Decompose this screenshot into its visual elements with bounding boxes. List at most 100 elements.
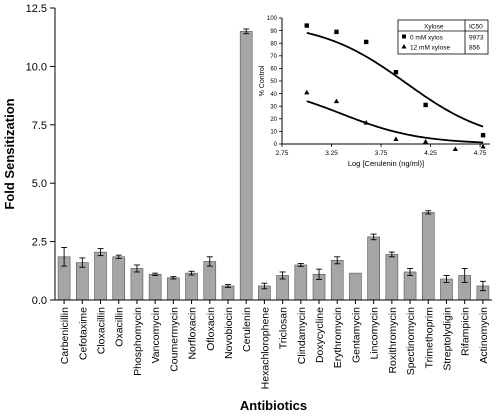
inset-y-tick-label: 30 <box>270 104 277 110</box>
category-label: Lincomycin <box>369 307 381 360</box>
y-tick-label: 5.0 <box>32 178 47 190</box>
bar <box>203 261 217 301</box>
bar <box>294 264 308 301</box>
square-marker-icon <box>402 34 406 39</box>
main-bar-chart: 0.0 2.5 5.0 7.5 10.0 12.5 Carbenicillin Cefota… <box>2 3 492 413</box>
y-tick-label: 10.0 <box>26 61 47 73</box>
inset-y-tick-label: 20 <box>270 117 277 123</box>
category-label: Novobiocin <box>223 307 235 359</box>
inset-x-tick-label: 3.25 <box>325 150 338 157</box>
bar <box>76 262 89 301</box>
triangle-point <box>304 89 310 95</box>
category-label: Actinomycin <box>478 307 490 364</box>
legend-header: Xylose <box>424 24 444 31</box>
category-label: Cefotaxime <box>77 307 89 360</box>
category-label: Triclosan <box>278 307 290 349</box>
fit-curves-group <box>306 32 484 144</box>
inset-y-tick-label: 90 <box>270 29 277 35</box>
inset-x-tick-label: 4.25 <box>424 150 437 157</box>
square-point <box>423 102 428 108</box>
inset-y-tick-label: 70 <box>270 54 277 60</box>
bar <box>148 274 162 301</box>
inset-y-tick-label: 0 <box>274 142 278 148</box>
square-point <box>334 29 339 35</box>
inset-y-tick-label: 40 <box>270 92 277 98</box>
bar <box>221 285 235 301</box>
y-tick-label: 7.5 <box>32 120 47 132</box>
inset-legend: Xylose IC50 0 mM xylos 9973 12 mM xylose… <box>397 19 489 55</box>
square-point <box>363 39 369 45</box>
bar <box>94 251 107 301</box>
triangle-point <box>393 136 399 141</box>
triangle-point <box>333 98 340 104</box>
inset-y-tick-label: 50 <box>270 79 277 85</box>
inset-y-ticks-group: 0 10 20 30 40 50 60 70 80 90 100 <box>267 16 282 148</box>
legend-entry-label: 12 mM xylose <box>410 45 450 52</box>
inset-y-axis-title: % Control <box>259 65 266 96</box>
category-label: Gentamycin <box>350 307 362 363</box>
category-label: Carbenicillin <box>59 307 71 364</box>
fit-curve-0mM <box>306 32 484 128</box>
category-label: Hexachlorophene <box>259 307 271 389</box>
error-bars-group <box>61 28 486 292</box>
category-label: Streptolydigin <box>441 307 453 371</box>
inset-x-axis-title: Log [Cerulenin (ng/ml)] <box>348 159 424 168</box>
bar <box>130 268 144 301</box>
data-points-group <box>304 23 486 152</box>
bar <box>349 272 362 301</box>
bar <box>367 236 380 301</box>
legend-header-ic50: IC50 <box>469 24 483 31</box>
legend-box <box>397 19 489 55</box>
category-label: Clindamycin <box>296 307 308 364</box>
inset-y-tick-label: 100 <box>267 16 278 22</box>
category-label: Doxycycline <box>314 307 326 363</box>
bar <box>167 277 180 301</box>
category-label: Ofloxacin <box>205 307 217 351</box>
category-label: Norfloxacin <box>187 307 199 360</box>
category-label: Cerulenin <box>241 307 253 352</box>
bar <box>112 256 126 301</box>
square-point <box>304 23 309 28</box>
inset-x-tick-label: 3.75 <box>375 150 388 157</box>
category-label: Coumermycin <box>168 307 180 372</box>
triangle-point <box>423 138 429 144</box>
bar <box>239 31 253 301</box>
category-label: Erythromycin <box>332 307 344 368</box>
legend-entry-12mM: 12 mM xylose 856 <box>401 44 480 52</box>
bar <box>403 271 417 301</box>
category-label: Spectinomycin <box>405 307 417 375</box>
bar <box>385 254 399 301</box>
inset-y-tick-label: 80 <box>270 41 277 47</box>
y-tick-label: 12.5 <box>26 3 47 15</box>
x-axis-title: Antibiotics <box>240 398 307 413</box>
legend-entry-0mM: 0 mM xylos 9973 <box>402 34 484 42</box>
inset-x-tick-label: 4.75 <box>474 150 487 157</box>
bar <box>330 259 344 301</box>
fit-curve-12mM <box>306 100 484 144</box>
triangle-point <box>452 146 458 152</box>
triangle-point <box>480 143 486 149</box>
inset-x-tick-label: 2.75 <box>276 150 289 157</box>
y-axis-title: Fold Sensitization <box>2 98 17 209</box>
triangle-point <box>363 119 369 125</box>
inset-x-ticks-group: 2.75 3.25 3.75 4.25 4.75 <box>276 144 487 157</box>
bar <box>185 272 198 301</box>
category-label: Vancomycin <box>150 307 162 364</box>
square-point <box>480 132 486 138</box>
y-tick-label: 2.5 <box>32 237 47 249</box>
bars-group <box>57 31 490 301</box>
inset-line-chart: 0 10 20 30 40 50 60 70 80 90 100 2.75 3.25 3.75 4.25 4… <box>255 10 495 180</box>
category-label: Cloxacillin <box>96 307 108 354</box>
triangle-marker-icon <box>401 44 407 49</box>
legend-entry-value: 856 <box>469 45 480 52</box>
category-label: Oxacillin <box>114 307 126 347</box>
y-tick-label: 0.0 <box>32 295 47 307</box>
category-label: Roxithromycin <box>387 307 399 374</box>
bar <box>421 212 435 301</box>
legend-entry-value: 9973 <box>469 35 484 42</box>
inset-y-tick-label: 10 <box>270 130 277 136</box>
square-point <box>393 69 399 75</box>
category-labels-group: Carbenicillin Cefotaxime Cloxacillin Oxacil… <box>59 300 490 389</box>
category-label: Trimethoprim <box>423 307 435 369</box>
